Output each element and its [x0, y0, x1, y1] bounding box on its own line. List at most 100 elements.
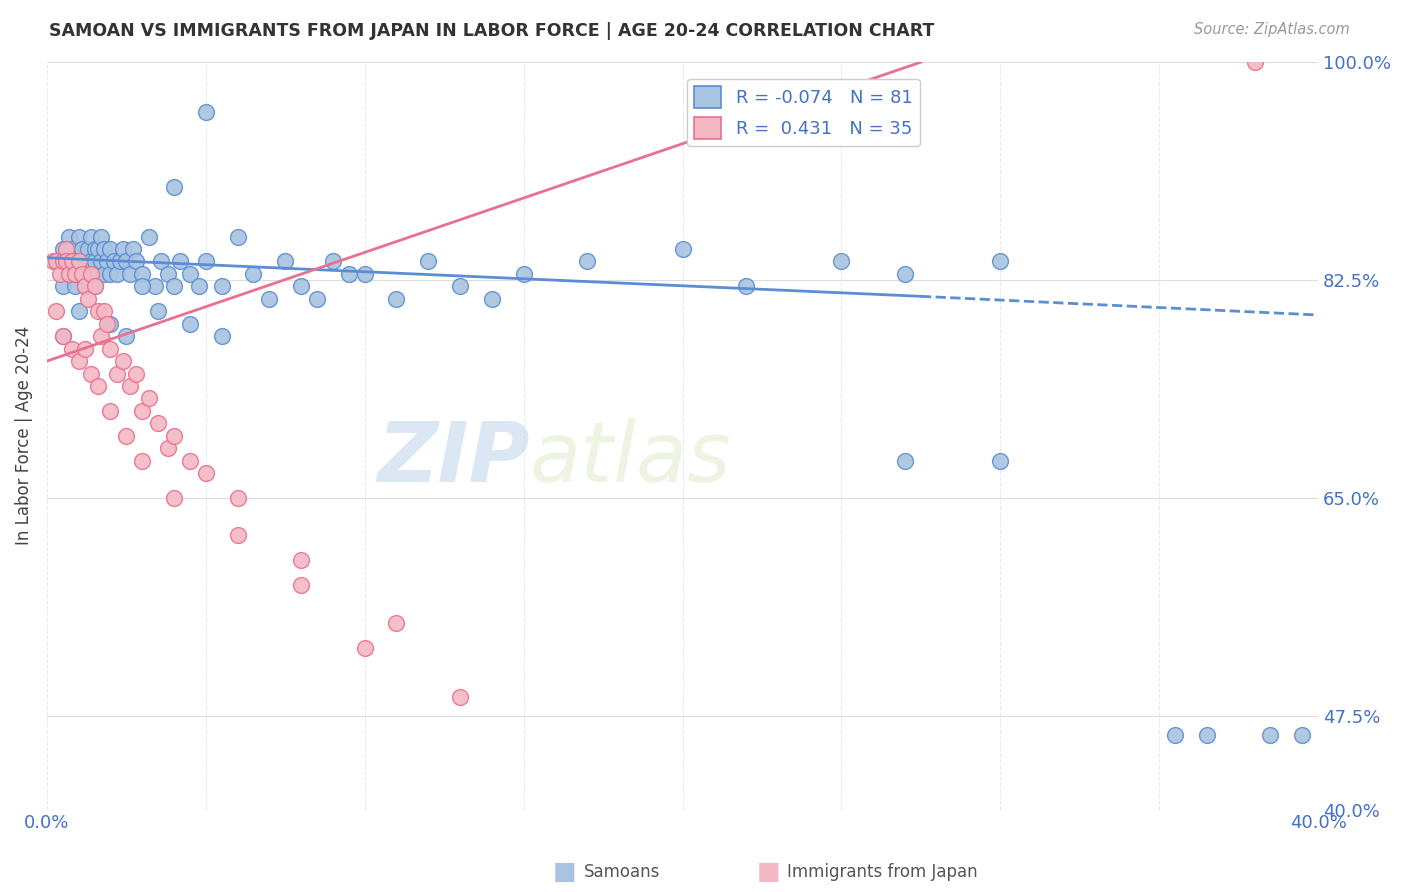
- Point: [449, 690, 471, 705]
- Point: [83, 242, 105, 256]
- Point: [73, 342, 96, 356]
- Point: [83, 279, 105, 293]
- Point: [305, 292, 328, 306]
- Point: [131, 279, 153, 293]
- Point: [156, 267, 179, 281]
- Point: [385, 615, 408, 630]
- Point: [100, 242, 122, 256]
- Point: [87, 379, 110, 393]
- Point: [131, 267, 153, 281]
- Point: [83, 254, 105, 268]
- Point: [77, 242, 100, 256]
- Point: [87, 267, 110, 281]
- Point: [45, 254, 67, 268]
- Point: [242, 267, 264, 281]
- Point: [60, 254, 83, 268]
- Point: [67, 254, 90, 268]
- Point: [80, 254, 103, 268]
- Point: [103, 254, 125, 268]
- Point: [146, 417, 169, 431]
- Point: [418, 254, 440, 268]
- Point: [449, 279, 471, 293]
- Point: [112, 354, 135, 368]
- Point: [118, 267, 141, 281]
- Point: [90, 229, 112, 244]
- Point: [179, 454, 201, 468]
- Point: [60, 342, 83, 356]
- Point: [830, 254, 852, 268]
- Point: [67, 354, 90, 368]
- Point: [138, 392, 160, 406]
- Point: [108, 254, 131, 268]
- Point: [115, 254, 138, 268]
- Point: [188, 279, 211, 293]
- Point: [146, 304, 169, 318]
- Point: [58, 229, 80, 244]
- Point: [67, 304, 90, 318]
- Point: [105, 267, 128, 281]
- Point: [112, 242, 135, 256]
- Point: [156, 442, 179, 456]
- Point: [290, 578, 312, 592]
- Point: [52, 329, 75, 343]
- Point: [45, 304, 67, 318]
- Point: [121, 242, 143, 256]
- Point: [67, 254, 90, 268]
- Point: [93, 304, 115, 318]
- Point: [353, 267, 375, 281]
- Point: [80, 267, 103, 281]
- Point: [1243, 55, 1265, 70]
- Point: [42, 254, 65, 268]
- Point: [988, 254, 1011, 268]
- Point: [87, 304, 110, 318]
- Point: [90, 329, 112, 343]
- Point: [87, 242, 110, 256]
- Point: [77, 292, 100, 306]
- Point: [322, 254, 344, 268]
- Point: [100, 404, 122, 418]
- Point: [55, 254, 77, 268]
- Point: [163, 429, 186, 443]
- Point: [1164, 728, 1187, 742]
- Point: [115, 429, 138, 443]
- Point: [226, 491, 249, 505]
- Text: Immigrants from Japan: Immigrants from Japan: [787, 863, 979, 881]
- Text: ■: ■: [553, 861, 576, 884]
- Text: atlas: atlas: [530, 417, 731, 499]
- Point: [290, 279, 312, 293]
- Point: [226, 528, 249, 542]
- Point: [60, 254, 83, 268]
- Point: [58, 267, 80, 281]
- Point: [1291, 728, 1313, 742]
- Point: [131, 454, 153, 468]
- Point: [96, 254, 118, 268]
- Point: [512, 267, 534, 281]
- Point: [52, 242, 75, 256]
- Point: [80, 229, 103, 244]
- Point: [194, 105, 217, 120]
- Point: [169, 254, 191, 268]
- Y-axis label: In Labor Force | Age 20-24: In Labor Force | Age 20-24: [15, 326, 32, 546]
- Point: [73, 279, 96, 293]
- Point: [70, 242, 93, 256]
- Point: [163, 179, 186, 194]
- Point: [80, 367, 103, 381]
- Point: [73, 279, 96, 293]
- Text: ZIP: ZIP: [377, 417, 530, 499]
- Point: [48, 267, 70, 281]
- Point: [150, 254, 173, 268]
- Point: [194, 254, 217, 268]
- Point: [211, 329, 233, 343]
- Point: [179, 267, 201, 281]
- Point: [77, 267, 100, 281]
- Point: [73, 254, 96, 268]
- Point: [70, 267, 93, 281]
- Legend: R = -0.074   N = 81, R =  0.431   N = 35: R = -0.074 N = 81, R = 0.431 N = 35: [688, 78, 920, 146]
- Text: Source: ZipAtlas.com: Source: ZipAtlas.com: [1194, 22, 1350, 37]
- Text: ■: ■: [756, 861, 780, 884]
- Point: [118, 379, 141, 393]
- Point: [385, 292, 408, 306]
- Point: [988, 454, 1011, 468]
- Point: [90, 254, 112, 268]
- Point: [52, 279, 75, 293]
